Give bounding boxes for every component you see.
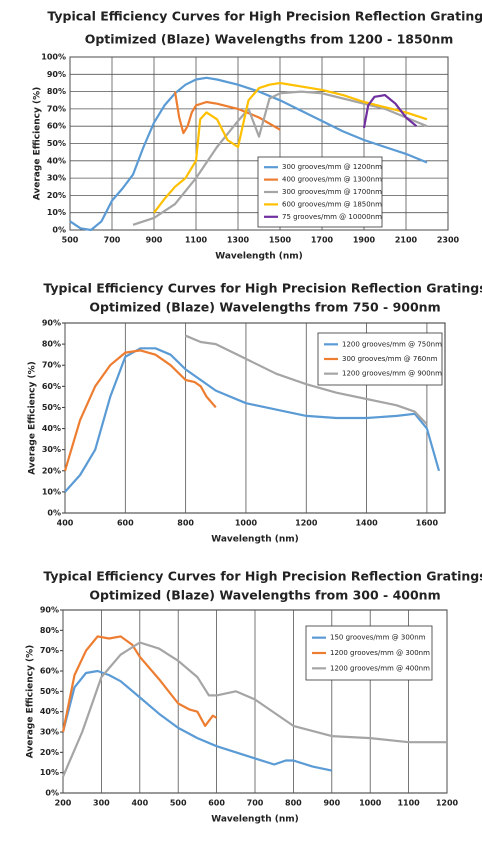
legend-box — [317, 332, 443, 386]
series-line — [362, 94, 418, 129]
chart-subtitle: Optimized (Blaze) Wavelengths from 300 -… — [89, 588, 440, 603]
y-tick-label: 70% — [40, 646, 59, 655]
x-tick-label: 800 — [285, 799, 302, 808]
legend-box — [305, 625, 433, 681]
y-tick-label: 90% — [47, 70, 66, 79]
legend-label: 1200 grooves/mm @ 400nm — [330, 664, 430, 672]
y-axis-label: Average Efficiency (%) — [26, 645, 36, 759]
y-tick-label: 60% — [47, 122, 66, 131]
legend-label: 1200 grooves/mm @ 900nm — [342, 370, 442, 378]
y-tick-label: 80% — [40, 626, 59, 635]
x-tick-label: 800 — [177, 519, 194, 528]
y-tick-label: 0% — [52, 226, 66, 235]
y-tick-label: 60% — [40, 667, 59, 676]
series-line — [69, 76, 428, 232]
x-tick-label: 1100 — [397, 799, 420, 808]
x-tick-label: 400 — [57, 519, 74, 528]
y-tick-label: 80% — [47, 87, 66, 96]
y-tick-label: 30% — [47, 174, 66, 183]
y-tick-label: 70% — [47, 104, 66, 113]
legend-label: 300 grooves/mm @ 760nm — [342, 355, 438, 363]
chart-subtitle: Optimized (Blaze) Wavelengths from 750 -… — [89, 300, 440, 315]
x-tick-label: 1000 — [235, 519, 258, 528]
series-line — [61, 669, 333, 772]
x-tick-label: 1600 — [416, 519, 439, 528]
y-tick-label: 80% — [42, 340, 61, 349]
y-tick-label: 10% — [42, 487, 61, 496]
x-tick-label: 400 — [131, 799, 148, 808]
x-axis-label: Wavelength (nm) — [211, 815, 299, 825]
y-tick-label: 20% — [42, 466, 61, 475]
x-tick-label: 2300 — [437, 236, 460, 245]
y-tick-label: 30% — [40, 728, 59, 737]
x-tick-label: 700 — [104, 236, 121, 245]
y-tick-label: 20% — [47, 191, 66, 200]
legend-label: 600 grooves/mm @ 1850nm — [282, 200, 382, 208]
series-line — [63, 349, 217, 472]
y-tick-label: 10% — [40, 768, 59, 777]
y-axis-label: Average Efficiency (%) — [33, 87, 43, 201]
legend-label: 1200 grooves/mm @ 750nm — [342, 340, 442, 348]
x-tick-label: 500 — [62, 236, 79, 245]
legend-label: 300 grooves/mm @ 1200nm — [282, 163, 382, 171]
x-tick-label: 1100 — [185, 236, 208, 245]
x-tick-label: 200 — [55, 799, 72, 808]
y-tick-label: 100% — [41, 53, 66, 62]
x-tick-label: 1900 — [353, 236, 376, 245]
x-tick-label: 300 — [93, 799, 110, 808]
x-tick-label: 1500 — [269, 236, 292, 245]
x-tick-label: 600 — [208, 799, 225, 808]
chart-title: Typical Efficiency Curves for High Preci… — [47, 9, 482, 24]
x-tick-label: 1200 — [295, 519, 318, 528]
y-tick-label: 30% — [42, 445, 61, 454]
legend-label: 1200 grooves/mm @ 300nm — [330, 649, 430, 657]
series-line — [61, 635, 218, 733]
x-tick-label: 600 — [117, 519, 134, 528]
y-tick-label: 20% — [40, 748, 59, 757]
series-line — [153, 81, 428, 214]
x-axis-label: Wavelength (nm) — [211, 535, 299, 545]
y-tick-label: 90% — [40, 606, 59, 615]
legend-label: 75 grooves/mm @ 10000nm — [282, 213, 382, 221]
y-tick-label: 60% — [42, 382, 61, 391]
x-tick-label: 900 — [146, 236, 163, 245]
legend-box — [257, 156, 383, 228]
x-tick-label: 900 — [323, 799, 340, 808]
chart-title: Typical Efficiency Curves for High Preci… — [43, 281, 482, 296]
chart-title: Typical Efficiency Curves for High Preci… — [43, 569, 482, 584]
y-axis-label: Average Efficiency (%) — [28, 361, 38, 475]
x-tick-label: 1700 — [311, 236, 334, 245]
x-tick-label: 2100 — [395, 236, 418, 245]
legend-label: 150 grooves/mm @ 300nm — [330, 634, 426, 642]
y-tick-label: 40% — [47, 156, 66, 165]
y-tick-label: 90% — [42, 319, 61, 328]
y-tick-label: 40% — [40, 707, 59, 716]
y-tick-label: 50% — [40, 687, 59, 696]
x-tick-label: 1300 — [227, 236, 250, 245]
chart-subtitle: Optimized (Blaze) Wavelengths from 1200 … — [85, 32, 454, 47]
y-tick-label: 70% — [42, 361, 61, 370]
y-tick-label: 40% — [42, 424, 61, 433]
y-tick-label: 0% — [47, 509, 61, 518]
x-tick-label: 1200 — [436, 799, 459, 808]
series-line — [64, 347, 441, 493]
x-tick-label: 700 — [247, 799, 264, 808]
series-line — [61, 641, 447, 778]
y-tick-label: 0% — [45, 789, 59, 798]
x-tick-label: 1400 — [355, 519, 378, 528]
legend-label: 300 grooves/mm @ 1700nm — [282, 188, 382, 196]
x-axis-label: Wavelength (nm) — [215, 252, 303, 262]
series-line — [185, 334, 428, 426]
x-tick-label: 1000 — [359, 799, 382, 808]
y-tick-label: 50% — [47, 139, 66, 148]
x-tick-label: 500 — [170, 799, 187, 808]
y-tick-label: 50% — [42, 403, 61, 412]
y-tick-label: 10% — [47, 208, 66, 217]
series-line — [132, 90, 428, 226]
legend-label: 400 grooves/mm @ 1300nm — [282, 176, 382, 184]
